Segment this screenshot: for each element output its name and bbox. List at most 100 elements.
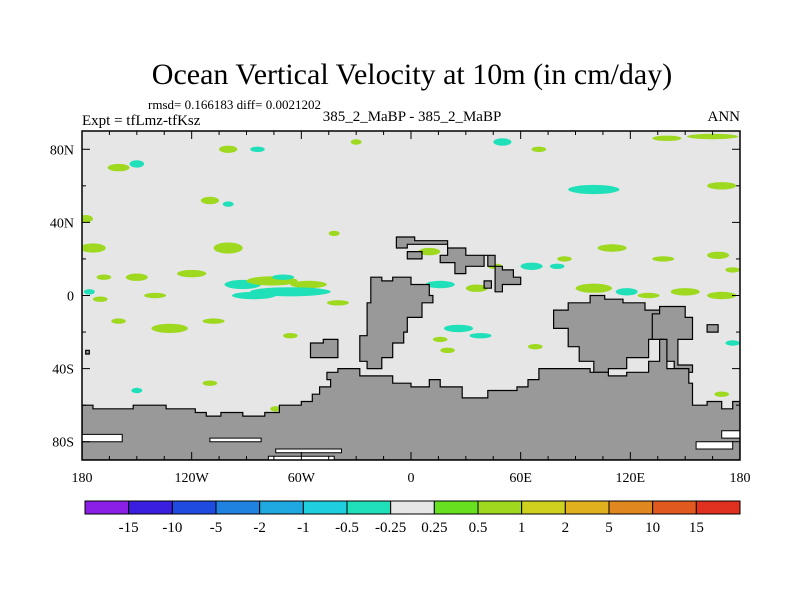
velocity-contour-32 <box>93 296 108 302</box>
colorbar-label: -1 <box>297 520 310 536</box>
velocity-contour-8 <box>687 133 739 140</box>
velocity-contour-36 <box>425 280 455 289</box>
land-europe-spot <box>406 251 423 260</box>
velocity-contour-2 <box>219 145 238 153</box>
velocity-contour-60 <box>270 406 282 412</box>
velocity-contours <box>82 133 740 438</box>
colorbar-swatch-12 <box>608 500 654 515</box>
velocity-contour-25 <box>177 269 207 278</box>
colorbar-swatch-11 <box>564 500 610 515</box>
land-new-zealand <box>651 305 694 373</box>
colorbar-swatch-13 <box>652 500 697 515</box>
velocity-contour-39 <box>549 263 565 269</box>
velocity-contour-14 <box>82 243 106 253</box>
colorbar-label: -15 <box>119 520 139 536</box>
velocity-contour-38 <box>520 262 543 270</box>
colorbar-label: 0.25 <box>421 520 447 536</box>
velocity-contour-10 <box>222 201 234 207</box>
colorbar-swatch-5 <box>302 500 348 515</box>
velocity-contour-15 <box>213 242 243 254</box>
colorbar-label: 0.5 <box>469 520 488 536</box>
velocity-contour-5 <box>493 138 512 146</box>
ice-strip-5 <box>721 430 740 439</box>
land-pacific-island <box>706 324 719 333</box>
y-tick-label: 80N <box>50 143 74 158</box>
velocity-contour-9 <box>200 196 219 205</box>
center-subtitle: 385_2_MaBP - 385_2_MaBP <box>323 109 502 125</box>
colorbar-swatch-2 <box>171 500 217 515</box>
velocity-contour-0 <box>107 163 130 172</box>
ice-strip-1 <box>209 437 262 443</box>
velocity-contour-31 <box>144 292 167 299</box>
axis-ticks: 180 120W 60W 0 60E 120E 180 80N 40N 0 40S 80S <box>50 131 751 486</box>
colorbar: -15 -10 -5 -2 -1 -0.5 -0.25 0.25 0.5 1 2 5 10 15 <box>84 500 741 536</box>
x-tick-label: 120E <box>616 471 646 486</box>
velocity-contour-12 <box>707 182 737 190</box>
velocity-contour-65 <box>714 391 729 397</box>
colorbar-label: 5 <box>605 520 613 536</box>
y-tick-label: 0 <box>67 290 74 305</box>
velocity-contour-35 <box>326 300 349 306</box>
colorbar-swatch-0 <box>84 500 130 515</box>
velocity-contour-19 <box>557 256 572 262</box>
velocity-contour-6 <box>531 146 547 152</box>
velocity-contour-59 <box>202 380 218 386</box>
land-australia <box>552 294 661 373</box>
velocity-contour-17 <box>418 247 441 256</box>
x-tick-label: 120W <box>175 471 210 486</box>
colorbar-swatch-9 <box>477 500 523 515</box>
velocity-contour-47 <box>111 318 126 324</box>
velocity-contour-22 <box>707 251 730 259</box>
land-middle-east <box>483 280 492 289</box>
velocity-contour-13 <box>82 215 93 223</box>
velocity-contour-33 <box>83 289 95 295</box>
land-africa <box>359 276 434 370</box>
velocity-contour-40 <box>575 283 613 293</box>
velocity-contour-34 <box>272 274 295 280</box>
velocity-contour-7 <box>652 135 682 141</box>
colorbar-label: -0.25 <box>375 520 406 536</box>
land-antarctica <box>82 338 740 460</box>
velocity-contour-54 <box>528 344 543 350</box>
ice-shelf-strips <box>82 430 740 460</box>
land-eurasia <box>395 236 522 293</box>
velocity-contour-43 <box>670 288 700 296</box>
velocity-contour-57 <box>725 340 740 346</box>
velocity-contour-30 <box>231 291 276 300</box>
velocity-contour-11 <box>568 184 620 195</box>
x-tick-label: 0 <box>408 471 415 486</box>
velocity-contour-23 <box>96 274 112 280</box>
colorbar-swatch-1 <box>128 500 173 515</box>
colorbar-swatch-14 <box>695 500 741 515</box>
land-masses <box>82 236 740 460</box>
velocity-contour-4 <box>350 139 362 145</box>
colorbar-label: 15 <box>689 520 704 536</box>
colorbar-swatch-6 <box>346 500 392 515</box>
velocity-contour-48 <box>202 318 225 324</box>
chart-title: Ocean Vertical Velocity at 10m (in cm/da… <box>152 58 672 91</box>
colorbar-label: 1 <box>518 520 526 536</box>
velocity-contour-24 <box>125 273 148 281</box>
colorbar-label: 10 <box>645 520 660 536</box>
colorbar-label: -10 <box>162 520 182 536</box>
stats-line: rmsd= 0.166183 diff= 0.0021202 <box>148 97 321 112</box>
velocity-contour-3 <box>250 146 265 152</box>
y-tick-label: 80S <box>52 436 74 451</box>
colorbar-label: 2 <box>562 520 570 536</box>
colorbar-swatch-7 <box>390 500 435 515</box>
x-tick-label: 180 <box>730 471 751 486</box>
map-plot-area: 180 120W 60W 0 60E 120E 180 80N 40N 0 40S 80S <box>50 130 751 486</box>
colorbar-swatch-3 <box>215 500 261 515</box>
velocity-contour-42 <box>637 292 660 299</box>
colorbar-swatch-8 <box>433 500 479 515</box>
x-tick-label: 60W <box>288 471 316 486</box>
y-tick-label: 40N <box>50 216 74 231</box>
velocity-contour-44 <box>707 291 737 300</box>
velocity-contour-45 <box>725 267 740 273</box>
right-subtitle: ANN <box>708 109 741 125</box>
colorbar-swatch-10 <box>521 500 566 515</box>
x-tick-label: 60E <box>509 471 532 486</box>
velocity-contour-53 <box>440 347 455 353</box>
velocity-contour-58 <box>131 387 143 394</box>
